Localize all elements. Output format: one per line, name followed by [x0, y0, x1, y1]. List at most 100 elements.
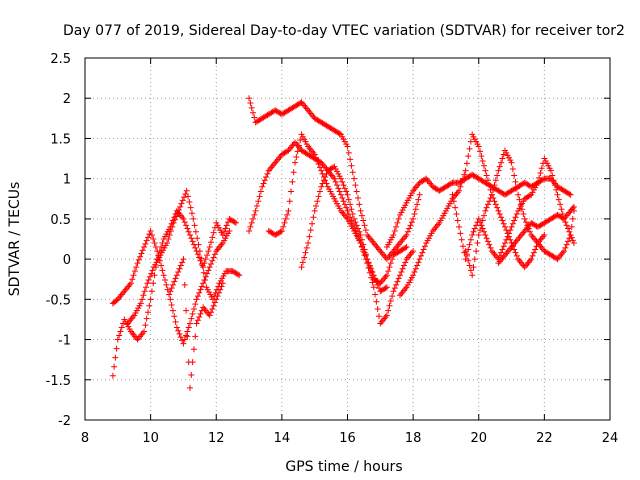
data-point — [479, 157, 486, 164]
data-point — [337, 191, 344, 198]
data-point — [374, 305, 381, 312]
data-point — [566, 235, 573, 242]
data-point — [259, 183, 266, 190]
data-point — [398, 268, 405, 275]
data-point — [166, 291, 172, 298]
data-point — [141, 244, 148, 251]
data-point — [389, 293, 396, 300]
data-point — [189, 238, 196, 245]
data-point — [349, 211, 356, 218]
data-point — [213, 296, 220, 303]
data-point — [496, 163, 503, 170]
data-point — [332, 178, 339, 185]
data-point — [222, 225, 229, 232]
data-point — [206, 244, 213, 251]
data-point — [306, 233, 313, 240]
data-point — [190, 215, 197, 222]
data-point — [167, 288, 174, 295]
data-point — [348, 206, 355, 213]
data-point — [503, 236, 510, 243]
data-point — [478, 222, 485, 229]
data-point — [345, 196, 352, 203]
data-point — [297, 100, 304, 107]
data-point — [568, 223, 575, 230]
data-point — [252, 207, 259, 214]
data-point — [198, 283, 205, 290]
data-point — [315, 193, 322, 200]
data-point — [532, 246, 539, 253]
data-point — [403, 244, 410, 251]
x-tick-label: 20 — [470, 431, 487, 446]
data-point — [206, 264, 213, 271]
data-point — [512, 178, 519, 185]
data-point — [129, 276, 136, 283]
series-sat-c — [124, 187, 243, 327]
data-point — [218, 283, 225, 290]
x-tick-label: 16 — [339, 431, 356, 446]
data-point — [369, 272, 376, 279]
data-point — [473, 222, 480, 229]
data-point — [393, 281, 400, 288]
data-point — [177, 334, 184, 341]
data-point — [226, 227, 233, 234]
data-point — [139, 296, 146, 303]
data-point — [109, 372, 116, 379]
data-point — [370, 284, 377, 291]
data-point — [408, 219, 415, 226]
data-point — [517, 201, 524, 208]
data-point — [356, 228, 363, 235]
data-point — [565, 225, 571, 232]
data-point — [188, 235, 195, 242]
data-point — [449, 191, 456, 198]
data-point — [179, 337, 186, 344]
data-point — [387, 297, 394, 304]
data-point — [202, 277, 209, 284]
data-point — [358, 212, 365, 219]
data-point — [450, 198, 457, 205]
data-point — [183, 332, 190, 339]
data-point — [499, 217, 506, 224]
data-point — [146, 302, 153, 309]
data-point — [458, 179, 465, 186]
data-point — [146, 231, 153, 238]
data-point — [383, 272, 390, 279]
data-point — [142, 240, 149, 247]
data-point — [495, 207, 502, 214]
data-point — [284, 211, 291, 218]
data-point — [523, 219, 529, 226]
axis-ticks: 8 10 12 14 16 18 20 22 24 -2 -1.5 -1 -0.5 0 0.5 1 1.5 2 2.… — [46, 52, 619, 446]
data-point — [551, 182, 558, 189]
data-point — [521, 215, 528, 222]
data-point — [336, 188, 343, 195]
data-point — [339, 178, 346, 185]
data-point — [141, 328, 148, 335]
data-point — [559, 215, 566, 222]
data-point — [234, 271, 241, 278]
data-point — [536, 174, 543, 181]
data-point — [181, 281, 188, 288]
data-point — [314, 157, 321, 164]
data-point — [185, 228, 192, 235]
data-point — [289, 178, 296, 185]
data-point — [498, 249, 505, 256]
data-point — [335, 185, 342, 192]
data-point — [383, 312, 390, 319]
data-point — [118, 324, 125, 331]
data-point — [528, 256, 535, 263]
x-tick-label: 14 — [274, 431, 291, 446]
data-point — [526, 192, 533, 199]
data-point — [311, 207, 318, 214]
data-point — [188, 371, 195, 378]
data-point — [180, 340, 187, 347]
y-axis-label: SDTVAR / TECUs — [7, 182, 23, 297]
data-point — [498, 214, 505, 221]
data-point — [197, 310, 204, 317]
data-point — [189, 310, 196, 317]
data-point — [231, 219, 238, 226]
data-point — [183, 222, 190, 229]
data-point — [251, 114, 258, 121]
data-point — [505, 230, 512, 237]
data-point — [183, 187, 190, 194]
data-point — [386, 264, 393, 271]
